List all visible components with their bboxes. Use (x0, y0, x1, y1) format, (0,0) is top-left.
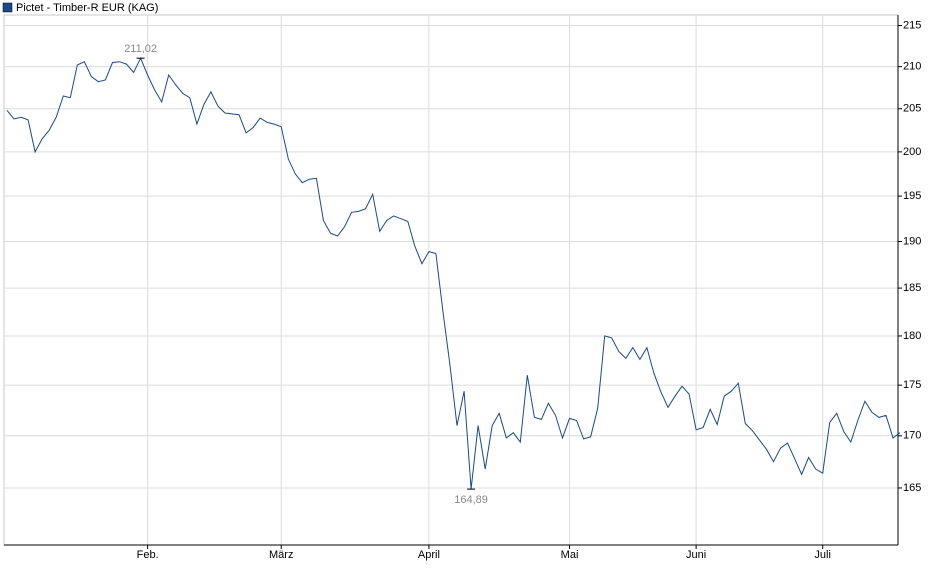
y-tick-label: 210 (903, 61, 921, 73)
y-tick-label: 195 (903, 190, 921, 202)
y-tick-label: 215 (903, 19, 921, 31)
x-tick-label: Mai (561, 549, 579, 561)
y-tick-label: 165 (903, 482, 921, 494)
plot-frame (3, 14, 899, 546)
y-tick-label: 190 (903, 235, 921, 247)
x-tick-label: Juli (814, 549, 831, 561)
x-tick-label: März (269, 549, 293, 561)
x-tick-label: Juni (686, 549, 706, 561)
y-tick-label: 170 (903, 430, 921, 442)
high-label: 211,02 (124, 43, 157, 55)
price-line (6, 56, 901, 490)
y-tick-label: 180 (903, 330, 921, 342)
x-tick-label: April (418, 549, 440, 561)
y-tick-label: 175 (903, 379, 921, 391)
legend-swatch (2, 2, 13, 13)
legend-label: Pictet - Timber-R EUR (KAG) (16, 2, 158, 14)
y-tick-label: 185 (903, 282, 921, 294)
y-tick-label: 200 (903, 146, 921, 158)
y-tick-label: 205 (903, 103, 921, 115)
x-tick-label: Feb. (137, 549, 159, 561)
low-label: 164,89 (454, 494, 488, 506)
